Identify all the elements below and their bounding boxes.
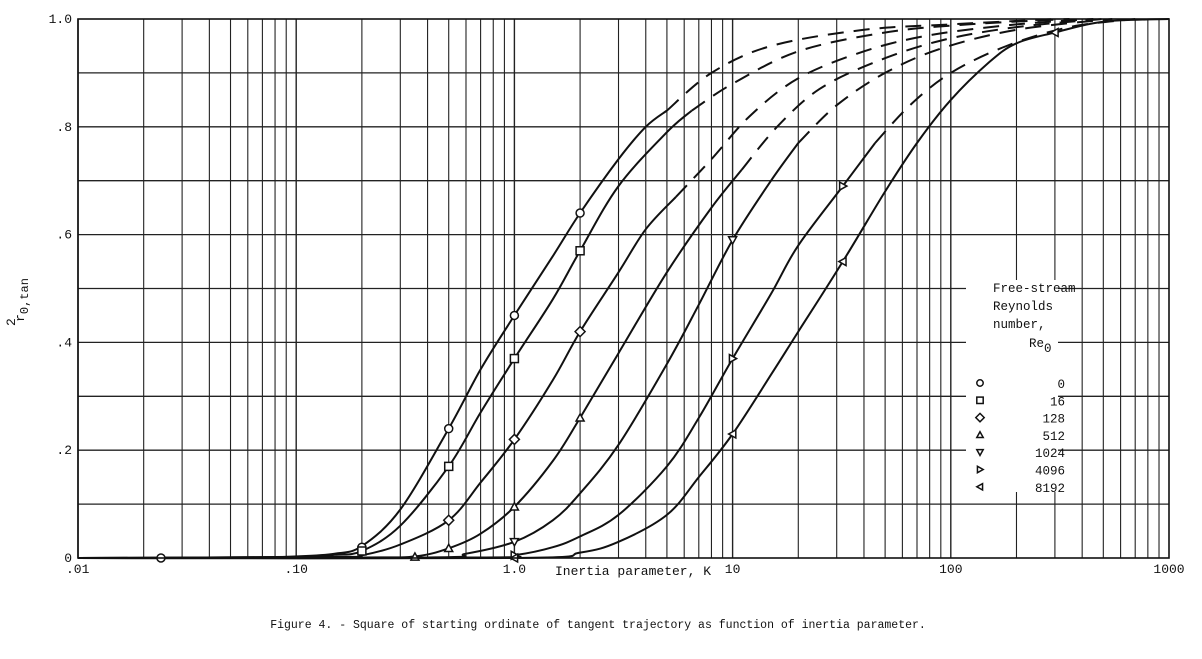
triangle-up-marker-icon xyxy=(443,542,454,553)
legend-title-line: number, xyxy=(993,318,1046,332)
y-axis-label-exponent: 2 xyxy=(4,318,19,326)
x-tick-label: 1000 xyxy=(1153,562,1184,577)
legend: Free-stream Reynolds number, Re0 0 16 128 512 10… xyxy=(966,280,1076,496)
circle-marker-icon xyxy=(575,208,585,218)
data-markers xyxy=(156,27,1059,564)
curve-solid-re-1024 xyxy=(77,142,800,559)
legend-title-re: Re0 xyxy=(1029,337,1052,356)
square-marker-icon xyxy=(509,353,520,364)
y-tick-label: .4 xyxy=(56,335,72,350)
triangle-right-marker-icon xyxy=(838,180,849,192)
triangle-left-marker-icon xyxy=(727,428,737,440)
circle-marker-icon xyxy=(509,310,520,321)
triangle-down-marker-icon xyxy=(509,537,520,548)
curve-dashed-re-1024 xyxy=(797,18,1113,144)
legend-item-label: 16 xyxy=(1050,395,1065,409)
legend-item-label: 1024 xyxy=(1035,447,1065,461)
curve-dashed-re-128 xyxy=(675,18,1094,198)
diamond-marker-icon xyxy=(508,433,521,446)
legend-item: 0 xyxy=(976,378,1065,392)
curve-dashed-re-16 xyxy=(691,18,1070,112)
square-marker-icon xyxy=(575,246,585,256)
triangle-down-marker-icon xyxy=(975,448,985,457)
triangle-right-marker-icon xyxy=(728,353,739,364)
triangle-left-marker-icon xyxy=(975,482,984,492)
y-tick-label: 0 xyxy=(64,551,72,566)
circle-marker-icon xyxy=(443,423,454,434)
legend-item-label: 8192 xyxy=(1035,482,1065,496)
x-tick-label: .01 xyxy=(66,562,90,577)
diamond-marker-icon xyxy=(574,325,587,338)
triangle-up-marker-icon xyxy=(409,551,421,561)
legend-item-label: 128 xyxy=(1042,413,1065,427)
legend-item-label: 512 xyxy=(1042,430,1065,444)
curve-dashed-re-0 xyxy=(666,18,1055,112)
triangle-up-marker-icon xyxy=(975,430,985,439)
y-tick-label: .2 xyxy=(56,443,72,458)
legend-item-label: 4096 xyxy=(1035,465,1065,479)
y-axis-label-text: r0,tan xyxy=(13,278,32,322)
y-axis-ticks: 0 .2 .4 .6 .8 1.0 xyxy=(49,12,73,566)
circle-marker-icon xyxy=(976,379,984,387)
triangle-left-marker-icon xyxy=(837,256,847,267)
curve-solid-re-16 xyxy=(77,109,693,559)
y-tick-label: .6 xyxy=(56,228,72,243)
y-tick-label: .8 xyxy=(56,120,72,135)
legend-item: 4096 xyxy=(976,465,1065,479)
legend-item: 512 xyxy=(975,430,1065,444)
curve-solid-re-8192 xyxy=(77,18,1170,560)
square-marker-icon xyxy=(357,546,367,556)
x-tick-label: 10 xyxy=(725,562,741,577)
curve-dashed-re-512 xyxy=(740,18,1104,171)
triangle-left-marker-icon xyxy=(1049,27,1059,38)
square-marker-icon xyxy=(976,396,984,405)
figure-caption: Figure 4. - Square of starting ordinate … xyxy=(270,619,926,632)
y-tick-label: 1.0 xyxy=(49,12,72,27)
curve-solid-re-512 xyxy=(77,169,743,559)
x-tick-label: .10 xyxy=(284,562,307,577)
legend-title-line: Free-stream xyxy=(993,282,1076,296)
diamond-marker-icon xyxy=(442,514,455,527)
legend-item: 1024 xyxy=(975,447,1065,461)
x-tick-label: 1.0 xyxy=(503,562,526,577)
diamond-marker-icon xyxy=(974,412,986,423)
plot-frame xyxy=(77,18,1170,559)
legend-title-line: Reynolds xyxy=(993,300,1053,314)
triangle-right-marker-icon xyxy=(976,465,985,474)
triangle-up-marker-icon xyxy=(574,412,586,422)
x-tick-label: 100 xyxy=(939,562,962,577)
triangle-down-marker-icon xyxy=(727,236,738,246)
x-axis-ticks: .01 .10 1.0 10 100 1000 xyxy=(66,562,1185,577)
square-marker-icon xyxy=(443,461,454,472)
legend-item: 128 xyxy=(974,412,1065,427)
triangle-up-marker-icon xyxy=(509,501,520,511)
legend-item: 16 xyxy=(976,395,1065,409)
x-axis-label: Inertia parameter, K xyxy=(555,564,711,579)
legend-item: 8192 xyxy=(975,482,1065,496)
legend-item-label: 0 xyxy=(1057,378,1065,392)
